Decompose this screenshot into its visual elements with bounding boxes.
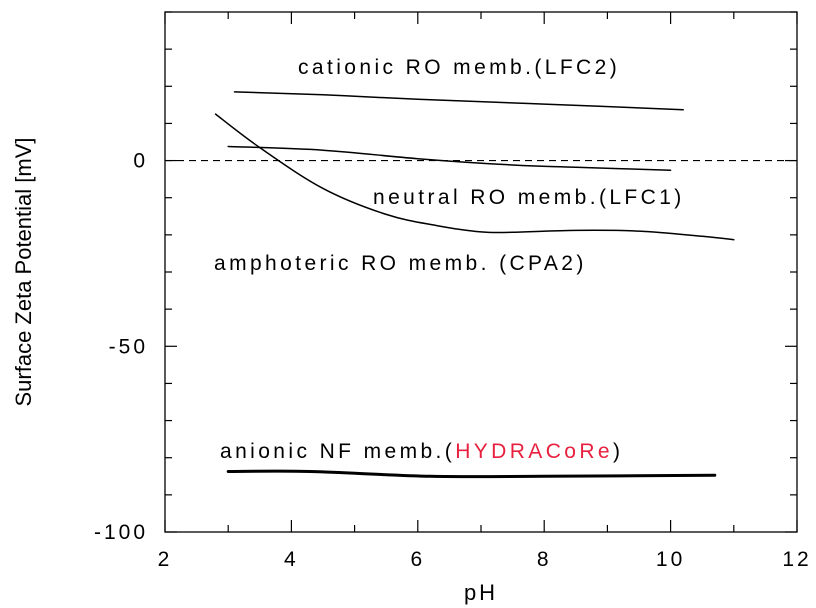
x-tick-label: 12 — [782, 548, 811, 571]
annotation-cationic: cationic RO memb.(LFC2) — [298, 56, 620, 79]
curve-neutral — [227, 145, 672, 171]
y-axis-title: Surface Zeta Potential [mV] — [11, 137, 36, 406]
annotation-amphoteric: amphoteric RO memb. (CPA2) — [214, 252, 587, 275]
x-tick-label: 8 — [537, 548, 552, 571]
data-curves — [214, 91, 735, 479]
axis-ticks — [164, 11, 798, 533]
x-axis-title: pH — [464, 580, 498, 605]
curve-amphoteric — [214, 113, 735, 241]
y-tick-label: 0 — [133, 150, 148, 173]
annotation-anionic: anionic NF memb.(HYDRACoRe) — [220, 440, 623, 463]
x-tick-label: 6 — [410, 548, 425, 571]
annotation-neutral: neutral RO memb.(LFC1) — [373, 186, 685, 209]
x-tick-label: 4 — [284, 548, 299, 571]
x-tick-label: 10 — [656, 548, 685, 571]
annotation-anionic-suffix: ) — [613, 440, 623, 463]
x-tick-label: 2 — [158, 548, 173, 571]
annotation-anionic-prefix: anionic NF memb.( — [220, 440, 455, 463]
curve-cationic — [233, 91, 684, 111]
axis-tick-labels: 2 4 6 8 10 12 -100 -50 0 — [94, 150, 811, 571]
y-tick-label: -50 — [109, 335, 148, 358]
annotation-anionic-brand: HYDRACoRe — [455, 440, 613, 463]
curve-anionic — [226, 469, 717, 479]
y-tick-label: -100 — [94, 521, 148, 544]
